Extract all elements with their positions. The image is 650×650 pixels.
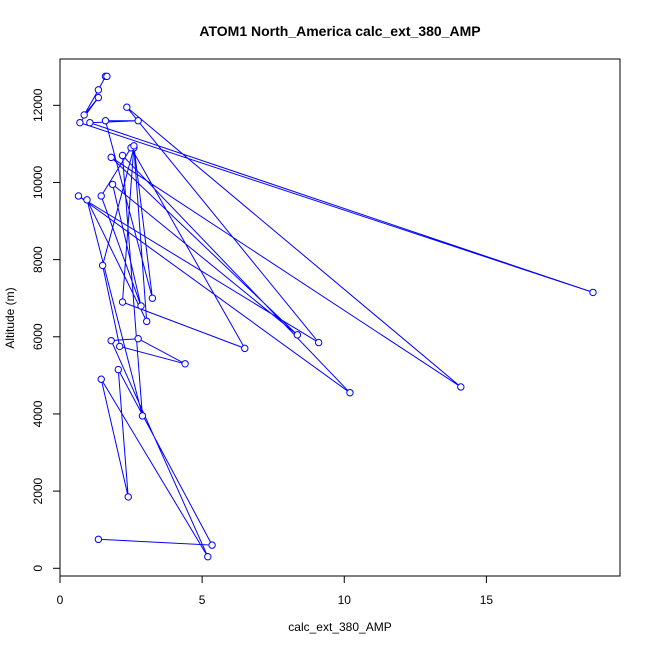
data-point — [107, 153, 115, 162]
x-axis: 0 5 10 15 — [57, 575, 494, 607]
plot-frame — [59, 58, 621, 577]
x-axis-label: calc_ext_380_AMP — [288, 620, 391, 634]
data-point — [138, 412, 147, 420]
data-point — [130, 142, 138, 150]
data-point — [118, 298, 127, 306]
data-point — [98, 261, 107, 270]
series-group — [74, 72, 597, 561]
data-point — [124, 493, 132, 501]
data-point — [103, 72, 111, 81]
x-tick-label: 10 — [338, 593, 352, 607]
data-point — [107, 336, 115, 345]
y-axis: 0 2000 4000 6000 8000 10000 12000 — [31, 88, 61, 572]
y-tick-label: 6000 — [31, 323, 45, 350]
series-line — [78, 75, 594, 557]
y-tick-label: 4000 — [31, 400, 45, 427]
data-point — [97, 375, 105, 383]
data-point — [457, 383, 465, 391]
chart-title: ATOM1 North_America calc_ext_380_AMP — [199, 23, 480, 39]
data-point — [134, 117, 142, 125]
data-point — [94, 86, 103, 94]
x-tick-label: 0 — [57, 593, 64, 607]
y-tick-label: 8000 — [31, 246, 45, 273]
x-tick-label: 15 — [480, 593, 494, 607]
data-point — [94, 93, 103, 102]
y-tick-label: 0 — [31, 565, 45, 572]
data-point — [293, 331, 302, 339]
x-tick-label: 5 — [199, 593, 206, 607]
y-tick-label: 10000 — [31, 165, 45, 199]
data-point — [108, 180, 117, 189]
data-point — [97, 192, 105, 200]
data-point — [314, 338, 323, 347]
data-point — [115, 342, 124, 351]
data-point — [101, 117, 110, 125]
data-point — [94, 535, 103, 544]
data-point — [74, 192, 83, 200]
data-point — [114, 365, 122, 374]
data-point — [80, 111, 88, 119]
y-tick-label: 2000 — [31, 477, 45, 504]
data-point — [86, 118, 94, 127]
data-point — [589, 288, 597, 297]
data-point — [181, 360, 189, 368]
y-axis-label: Altitude (m) — [3, 287, 17, 348]
data-point — [123, 103, 131, 111]
data-point — [204, 553, 212, 561]
data-point — [148, 294, 157, 302]
data-point — [134, 335, 142, 343]
data-point — [76, 118, 84, 127]
data-point — [208, 541, 216, 549]
y-tick-label: 12000 — [31, 88, 45, 122]
data-point — [83, 196, 91, 204]
data-point — [241, 344, 249, 353]
data-point — [143, 317, 151, 326]
data-point — [137, 302, 145, 310]
data-point — [346, 389, 354, 397]
data-point — [118, 151, 127, 160]
